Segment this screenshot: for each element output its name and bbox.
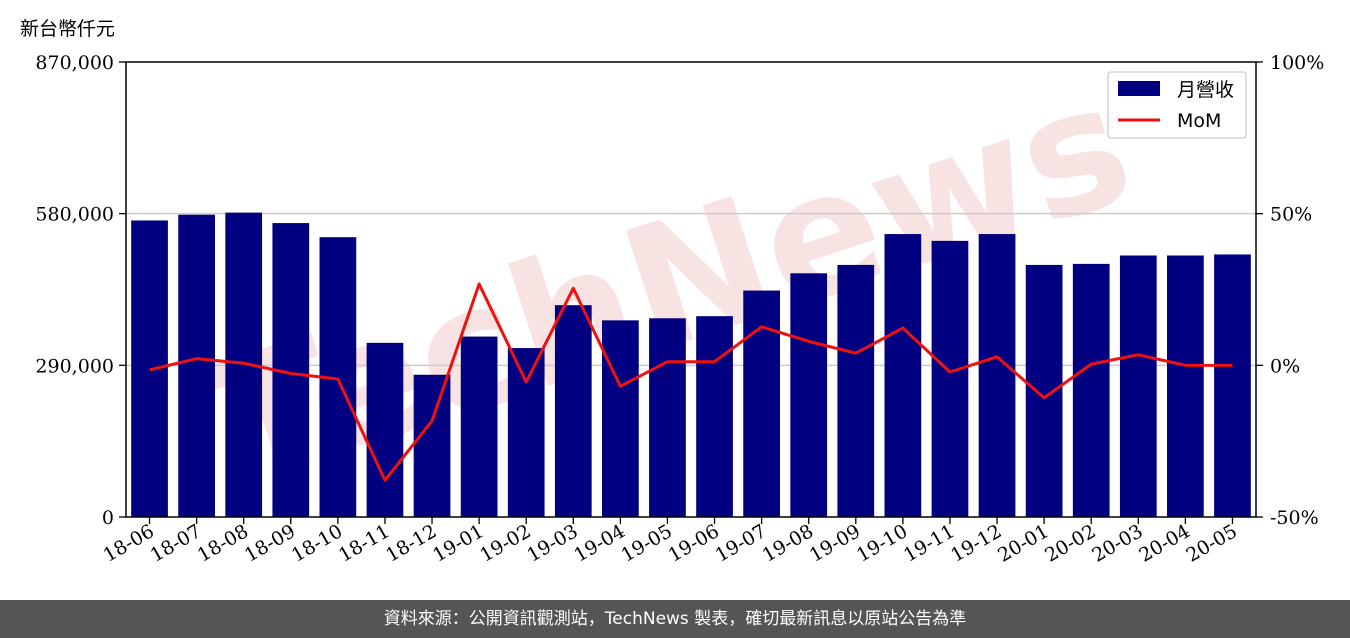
bar-19-03	[554, 305, 592, 517]
x-tick-label: 20-05	[1183, 520, 1241, 566]
x-tick-label: 20-04	[1135, 520, 1193, 566]
y-tick-label: 290,000	[35, 355, 114, 377]
x-tick-label: 19-03	[523, 520, 581, 566]
x-tick-label: 19-08	[759, 520, 817, 566]
legend-swatch-bar	[1118, 81, 1160, 96]
bar-20-03	[1119, 255, 1157, 518]
bar-19-08	[790, 273, 828, 517]
x-tick-label: 18-08	[194, 520, 252, 566]
legend-label-mom: MoM	[1177, 110, 1221, 132]
revenue-chart: TechNews 0290,000580,000870,000-50%0%50%…	[35, 44, 1324, 566]
source-footer: 資料來源：公開資訊觀測站，TechNews 製表，確切最新訊息以原站公告為準	[0, 600, 1350, 638]
bar-19-01	[460, 336, 498, 517]
x-tick-label: 18-07	[147, 520, 205, 566]
x-tick-label: 19-04	[570, 520, 628, 566]
bar-19-09	[837, 264, 875, 517]
bar-18-12	[413, 374, 451, 517]
y2-tick-label: 0%	[1270, 355, 1300, 377]
grid-lines	[126, 212, 1256, 367]
x-tick-label: 19-05	[618, 520, 676, 566]
x-tick-label: 19-07	[712, 520, 770, 566]
bar-19-07	[743, 290, 780, 517]
bar-20-02	[1072, 263, 1110, 517]
bar-19-05	[649, 318, 686, 517]
bar-18-11	[366, 342, 404, 517]
bar-19-04	[602, 320, 639, 517]
x-tick-label: 20-02	[1041, 520, 1099, 566]
bar-19-12	[978, 234, 1016, 517]
legend: 月營收 MoM	[1107, 71, 1247, 139]
x-tick-label: 19-12	[947, 520, 1005, 566]
legend-label-revenue: 月營收	[1177, 79, 1234, 101]
bar-20-05	[1214, 254, 1251, 517]
x-tick-label: 20-03	[1088, 520, 1146, 566]
y-axis-unit-label: 新台幣仟元	[20, 18, 116, 40]
x-tick-label: 18-09	[241, 520, 299, 566]
x-tick-label: 19-02	[476, 520, 534, 566]
bar-series-monthly-revenue	[131, 212, 1251, 518]
x-tick-label: 19-01	[429, 520, 487, 566]
bar-19-10	[884, 234, 922, 517]
mom-line	[149, 282, 1233, 482]
bar-20-04	[1167, 255, 1204, 518]
x-tick-label: 19-11	[900, 520, 958, 566]
bar-20-01	[1025, 264, 1063, 517]
x-tick-label: 19-10	[853, 520, 911, 566]
x-tick-label: 18-12	[382, 520, 440, 566]
line-series-mom	[149, 282, 1233, 482]
y-tick-label: 870,000	[35, 52, 114, 74]
x-tick-label: 20-01	[994, 520, 1052, 566]
y2-tick-label: 50%	[1270, 204, 1312, 226]
bar-19-11	[931, 240, 969, 518]
bar-19-02	[507, 348, 545, 517]
bar-18-07	[178, 214, 215, 517]
y2-tick-label: 100%	[1270, 52, 1324, 74]
y-tick-label: 580,000	[35, 204, 114, 226]
y2-tick-label: -50%	[1270, 507, 1319, 529]
y-tick-label: 0	[102, 507, 114, 529]
x-tick-label: 18-11	[335, 520, 393, 566]
x-tick-label: 19-06	[665, 520, 723, 566]
bar-19-06	[696, 316, 733, 517]
plot-frame	[125, 61, 1257, 518]
x-tick-label: 19-09	[806, 520, 864, 566]
x-tick-label: 18-10	[288, 520, 346, 566]
